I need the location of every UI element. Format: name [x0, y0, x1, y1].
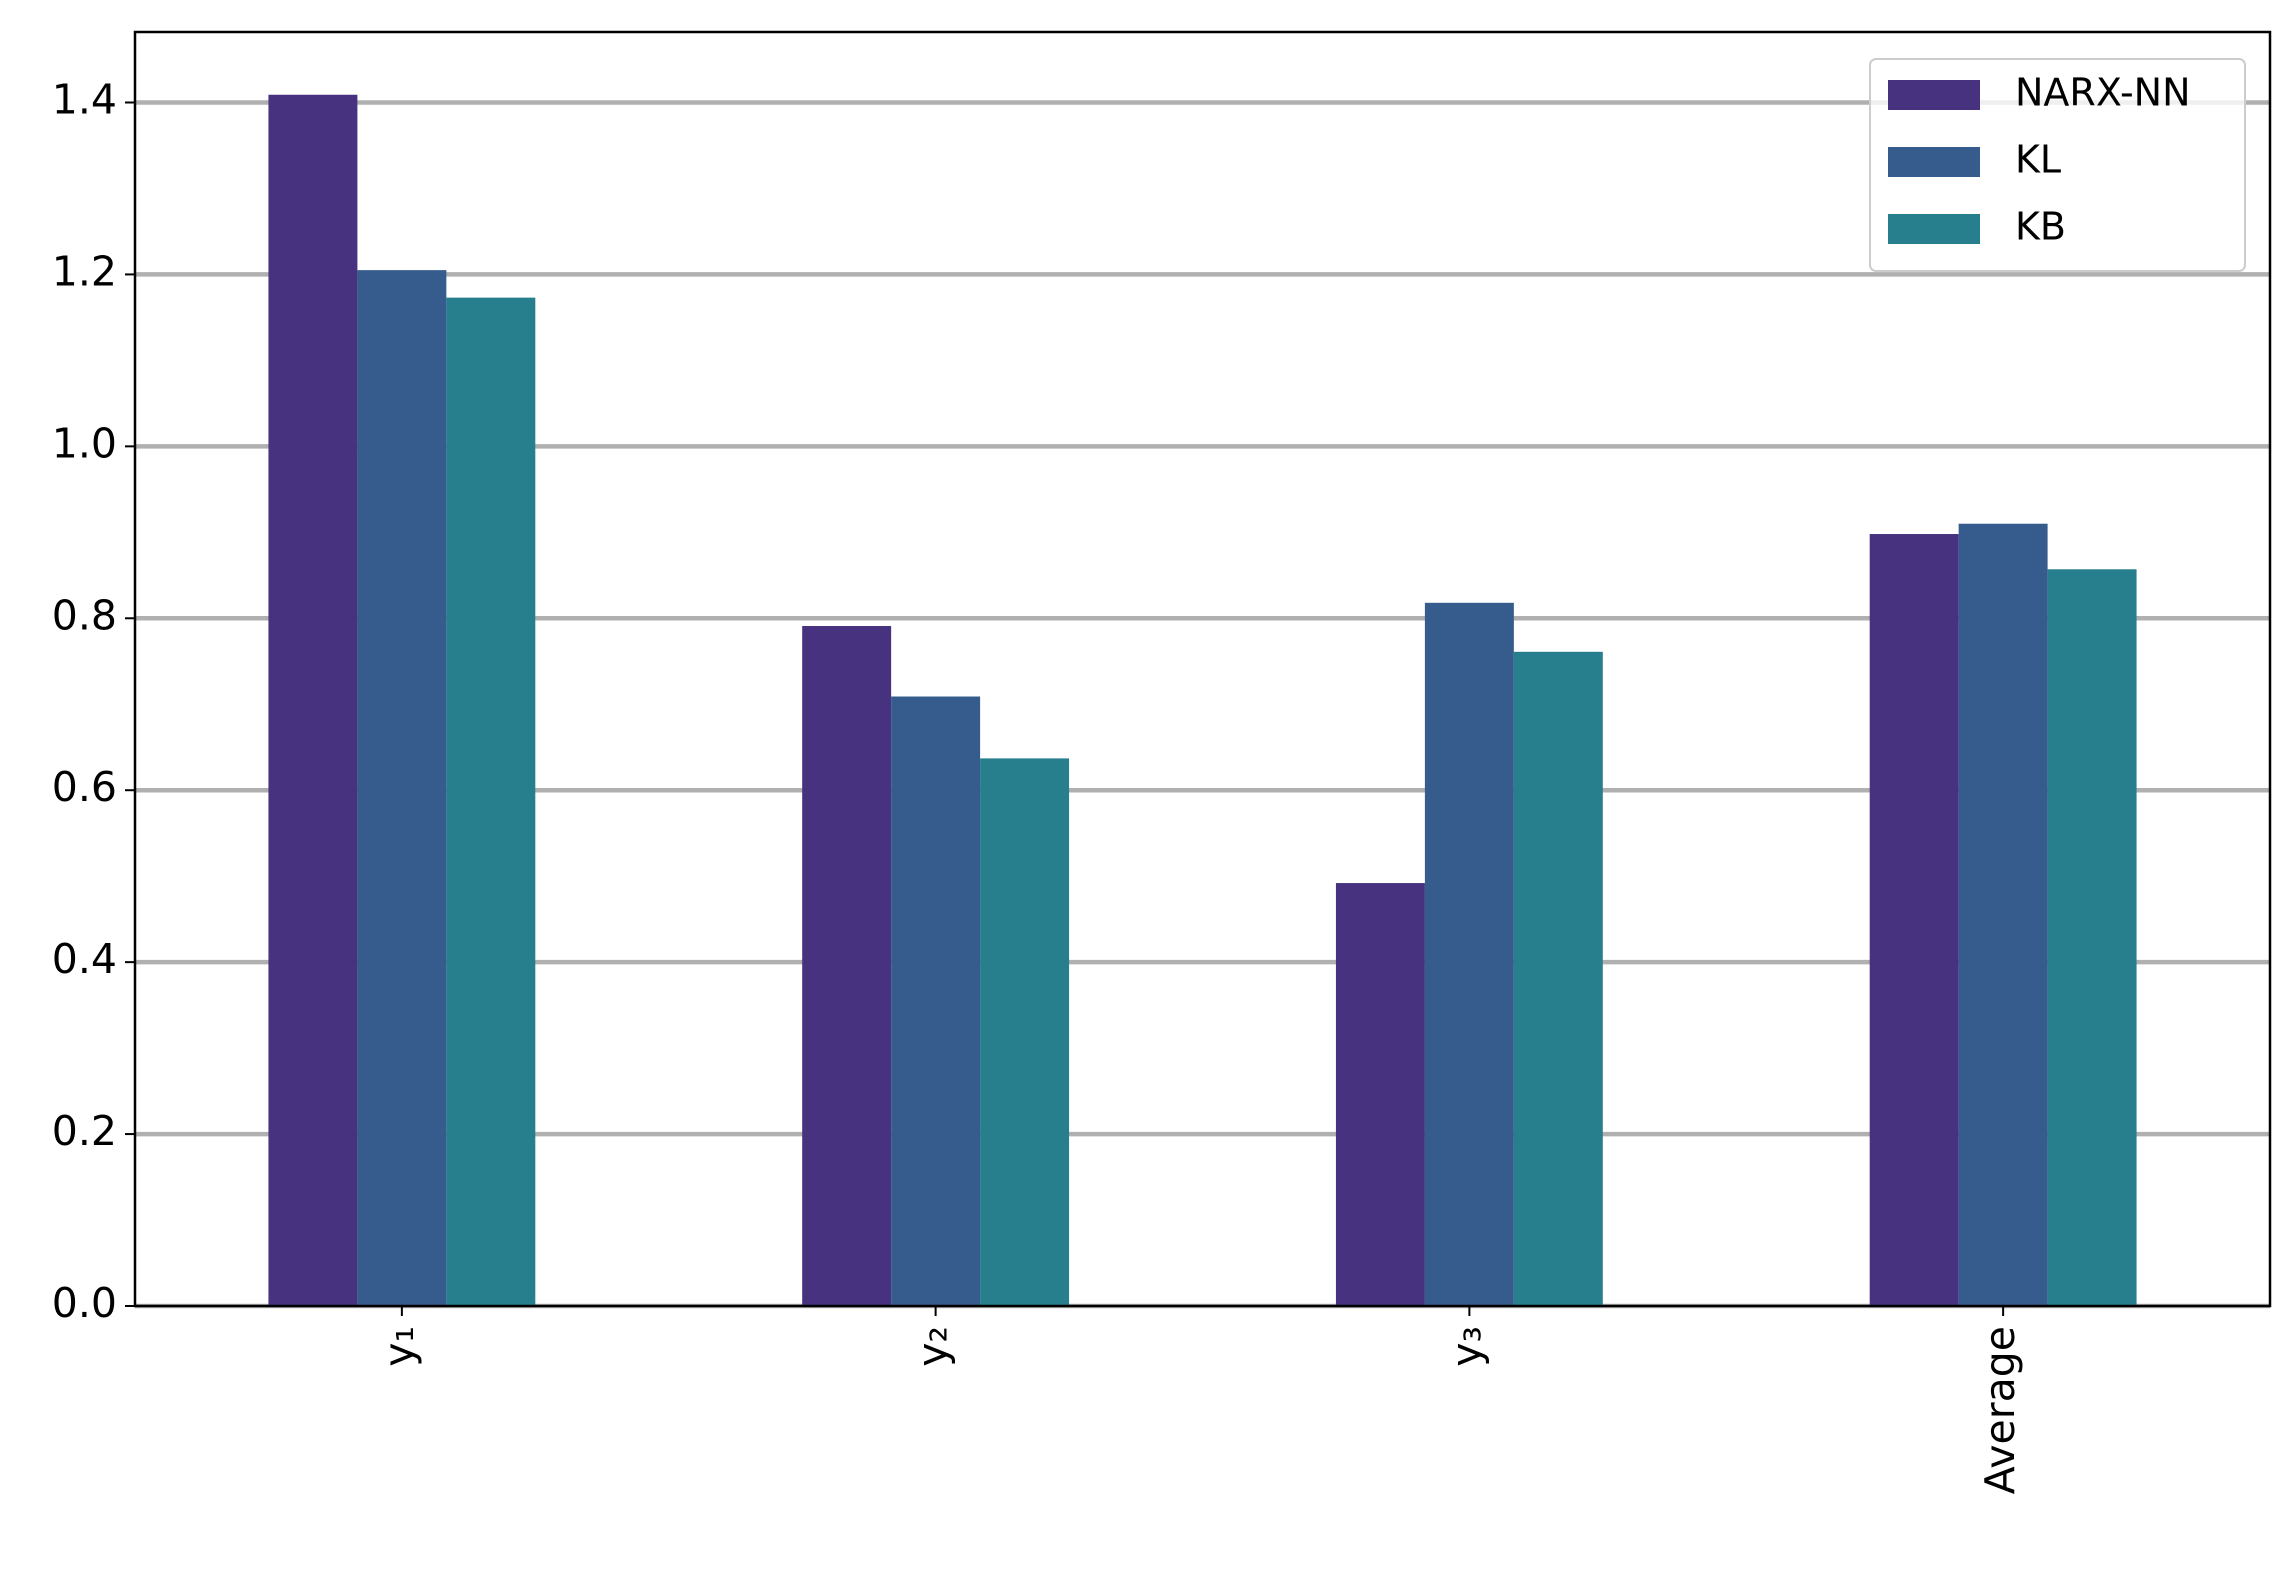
legend-label: KB [2015, 205, 2066, 249]
y-tick-label: 1.2 [52, 247, 117, 295]
y-tick-label: 0.2 [52, 1107, 117, 1155]
bar [1335, 883, 1425, 1306]
x-tick-label: y₃ [1442, 1326, 1490, 1367]
x-tick-label: y₂ [909, 1326, 957, 1367]
bar [891, 696, 981, 1306]
y-tick-label: 1.4 [52, 75, 117, 123]
y-tick-label: 0.0 [52, 1279, 117, 1327]
bar [802, 626, 892, 1306]
legend-swatch [1888, 80, 1980, 110]
y-tick-label: 0.8 [52, 591, 117, 639]
x-tick-label: y₁ [375, 1326, 423, 1367]
bar [1424, 602, 1514, 1306]
legend: NARX-NN KL KB [1869, 58, 2246, 272]
plot-frame [133, 30, 2272, 1308]
legend-label: KL [2015, 138, 2061, 182]
bar [268, 94, 358, 1306]
bar [1869, 534, 1959, 1306]
bar [1513, 651, 1603, 1306]
bar [446, 297, 536, 1306]
legend-label: NARX-NN [2015, 71, 2191, 115]
legend-swatch [1888, 214, 1980, 244]
bar [980, 758, 1070, 1306]
y-tick-label: 0.6 [52, 763, 117, 811]
bar [357, 270, 447, 1306]
y-tick-label: 0.4 [52, 935, 117, 983]
y-tick-label: 1.0 [52, 419, 117, 467]
bar [2047, 569, 2137, 1306]
x-tick-label: Average [1976, 1326, 2024, 1494]
legend-swatch [1888, 147, 1980, 177]
bar [1958, 523, 2048, 1306]
